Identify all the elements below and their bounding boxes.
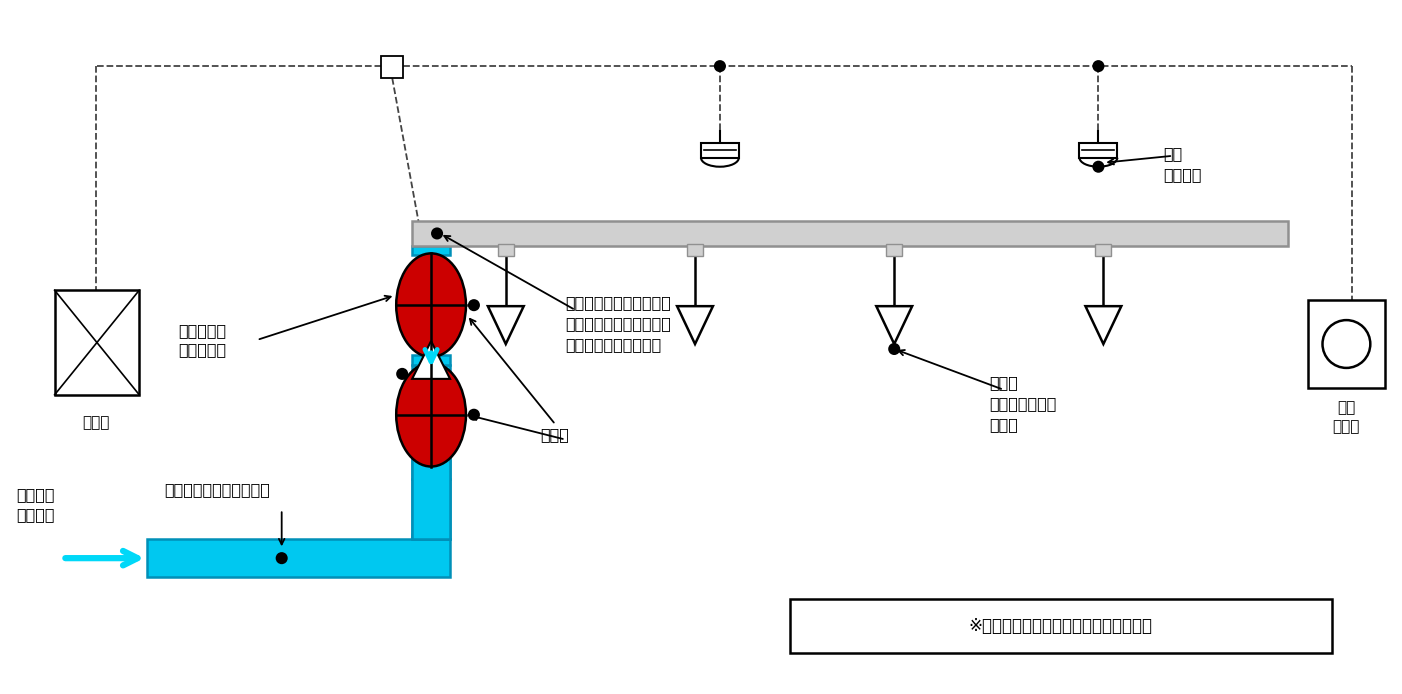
Circle shape [276, 553, 286, 563]
Bar [498, 244, 513, 256]
Polygon shape [1085, 306, 1122, 344]
Circle shape [889, 344, 899, 354]
Text: 火災
感知器等: 火災 感知器等 [1164, 146, 1202, 182]
Circle shape [468, 409, 479, 420]
Polygon shape [677, 306, 714, 344]
Bar [412, 480, 450, 539]
Bar [147, 539, 450, 577]
Bar [886, 244, 903, 256]
Bar [412, 355, 450, 365]
Bar [412, 221, 1287, 246]
Text: 制御盤: 制御盤 [83, 415, 111, 430]
Bar [789, 599, 1332, 653]
Text: 一斉開放弁
（加圧開）: 一斉開放弁 （加圧開） [178, 323, 226, 357]
Polygon shape [488, 306, 524, 344]
Bar [687, 244, 702, 256]
Text: 現地
操作盤: 現地 操作盤 [1333, 400, 1360, 434]
Text: ※感知器が作動しない限り放水しない。: ※感知器が作動しない限り放水しない。 [969, 617, 1152, 635]
Text: 仕切弁: 仕切弁 [541, 427, 569, 442]
Circle shape [468, 301, 479, 310]
Text: 加圧水で満たされている: 加圧水で満たされている [164, 482, 269, 497]
Bar [411, 379, 451, 391]
Text: 加圧送水
装置より: 加圧送水 装置より [17, 487, 55, 522]
Circle shape [1322, 320, 1370, 368]
Circle shape [397, 369, 407, 379]
Bar [411, 439, 451, 450]
Bar [381, 56, 404, 78]
Bar [412, 365, 450, 539]
Bar [411, 269, 451, 281]
Bar [412, 246, 450, 255]
Bar [1308, 301, 1385, 388]
Circle shape [1094, 162, 1103, 171]
Circle shape [715, 61, 725, 71]
Text: 放水型
スプリンクラー
ヘッド: 放水型 スプリンクラー ヘッド [988, 375, 1056, 432]
Ellipse shape [397, 363, 465, 466]
Ellipse shape [397, 253, 465, 357]
Bar [412, 400, 450, 480]
Text: 常時大気圧になっており
作動時にすべてのヘッド
から一斉に放水される: 常時大気圧になっており 作動時にすべてのヘッド から一斉に放水される [565, 295, 672, 353]
Bar [1080, 143, 1117, 158]
Circle shape [432, 228, 442, 239]
Bar [55, 290, 139, 395]
Polygon shape [876, 306, 913, 344]
Circle shape [1094, 61, 1103, 71]
Bar [1095, 244, 1112, 256]
Polygon shape [412, 341, 450, 379]
Bar [411, 329, 451, 341]
Bar [701, 143, 739, 158]
